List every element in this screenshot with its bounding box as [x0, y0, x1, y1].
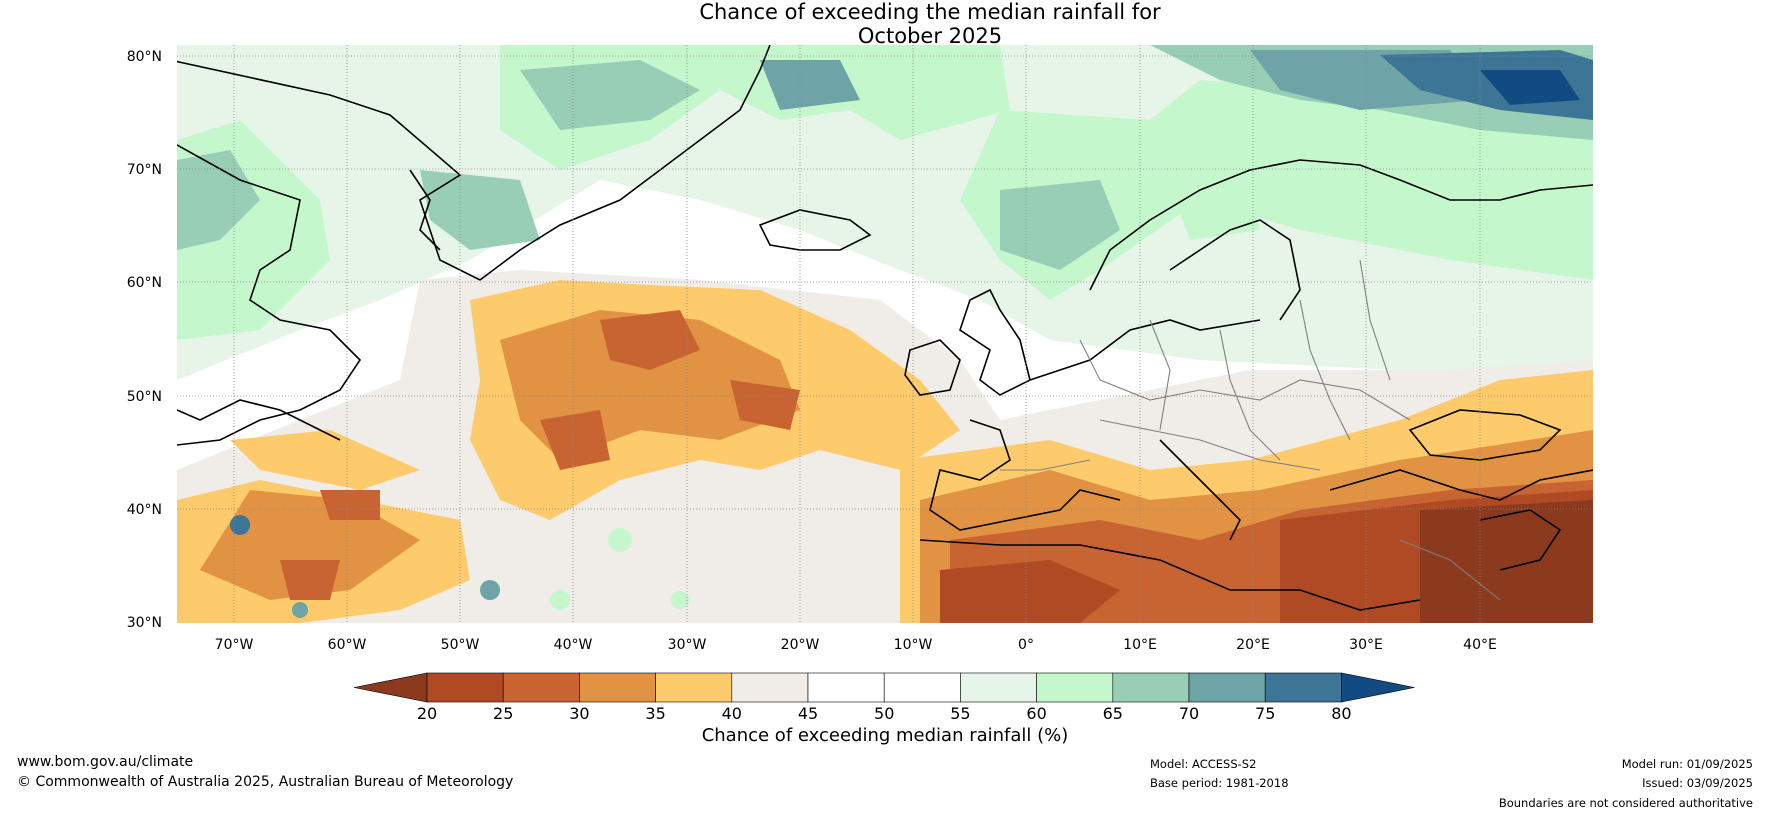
colorbar-label: Chance of exceeding median rainfall (%): [701, 725, 1069, 746]
lat-label-80n: 80°N: [127, 49, 162, 65]
base-period-text: Base period: 1981-2018: [1150, 776, 1289, 790]
rainfall-probability-map: [177, 45, 1593, 623]
lat-label-40n: 40°N: [127, 502, 162, 518]
lat-label-70n: 70°N: [127, 162, 162, 178]
lon-label-70w: 70°W: [215, 637, 254, 653]
colorbar-bin: [1264, 672, 1342, 703]
lat-label-60n: 60°N: [127, 275, 162, 291]
map-title: Chance of exceeding the median rainfall …: [0, 0, 1770, 48]
lat-label-50n: 50°N: [127, 389, 162, 405]
colorbar-bin: [1112, 672, 1190, 703]
colorbar-tick-label: 60: [1026, 704, 1046, 723]
lat-label-30n: 30°N: [127, 615, 162, 631]
lon-label-20w: 20°W: [781, 637, 820, 653]
colorbar-tick-label: 55: [950, 704, 970, 723]
lon-label-30e: 30°E: [1349, 637, 1383, 653]
colorbar-tick-label: 20: [417, 704, 437, 723]
colorbar-tick-label: 35: [645, 704, 665, 723]
colorbar-tick-label: 80: [1331, 704, 1351, 723]
colorbar-bin: [960, 672, 1037, 703]
colorbar-bin: [883, 672, 961, 703]
colorbar-tick-label: 75: [1255, 704, 1275, 723]
colorbar-bin: [655, 672, 733, 703]
disclaimer-text: Boundaries are not considered authoritat…: [1498, 796, 1753, 810]
lon-label-30w: 30°W: [668, 637, 707, 653]
colorbar-bin: [502, 672, 580, 703]
lon-label-40w: 40°W: [554, 637, 593, 653]
model-text: Model: ACCESS-S2: [1150, 757, 1257, 771]
latitude-labels: 80°N 70°N 60°N 50°N 40°N 30°N: [127, 49, 162, 631]
colorbar-bin: [1188, 672, 1266, 703]
colorbar-tick-label: 50: [874, 704, 894, 723]
lon-label-60w: 60°W: [328, 637, 367, 653]
colorbar: 20 25 30 35 40 45 50 55 60 65 70 75 80: [353, 672, 1415, 723]
colorbar-bin-lowest-arrow: [353, 672, 428, 703]
coastlines: [177, 45, 1593, 611]
lon-label-20e: 20°E: [1236, 637, 1270, 653]
colorbar-tick-label: 70: [1179, 704, 1199, 723]
model-run-text: Model run: 01/09/2025: [1621, 757, 1753, 771]
colorbar-tick-label: 30: [569, 704, 589, 723]
colorbar-tick-label: 45: [798, 704, 818, 723]
lon-label-10e: 10°E: [1123, 637, 1157, 653]
colorbar-bin-highest-arrow: [1341, 672, 1415, 703]
country-borders: [1000, 259, 1501, 601]
colorbar-tick-label: 25: [493, 704, 513, 723]
lon-label-50w: 50°W: [441, 637, 480, 653]
map-title-line1: Chance of exceeding the median rainfall …: [699, 0, 1161, 24]
colorbar-bin: [579, 672, 656, 703]
colorbar-bin: [426, 672, 504, 703]
colorbar-bin: [807, 672, 885, 703]
colorbar-bin: [1036, 672, 1114, 703]
issued-text: Issued: 03/09/2025: [1642, 776, 1753, 790]
website-link[interactable]: www.bom.gov.au/climate: [17, 754, 194, 770]
graticule: [177, 45, 1593, 623]
colorbar-tick-label: 40: [722, 704, 742, 723]
lon-label-40e: 40°E: [1463, 637, 1497, 653]
colorbar-tick-label: 65: [1103, 704, 1123, 723]
map-title-line2: October 2025: [857, 24, 1003, 48]
colorbar-bin: [731, 672, 809, 703]
copyright-text: © Commonwealth of Australia 2025, Austra…: [17, 774, 514, 790]
longitude-labels: 70°W 60°W 50°W 40°W 30°W 20°W 10°W 0° 10…: [215, 637, 1497, 653]
lon-label-0: 0°: [1018, 637, 1034, 653]
lon-label-10w: 10°W: [894, 637, 933, 653]
